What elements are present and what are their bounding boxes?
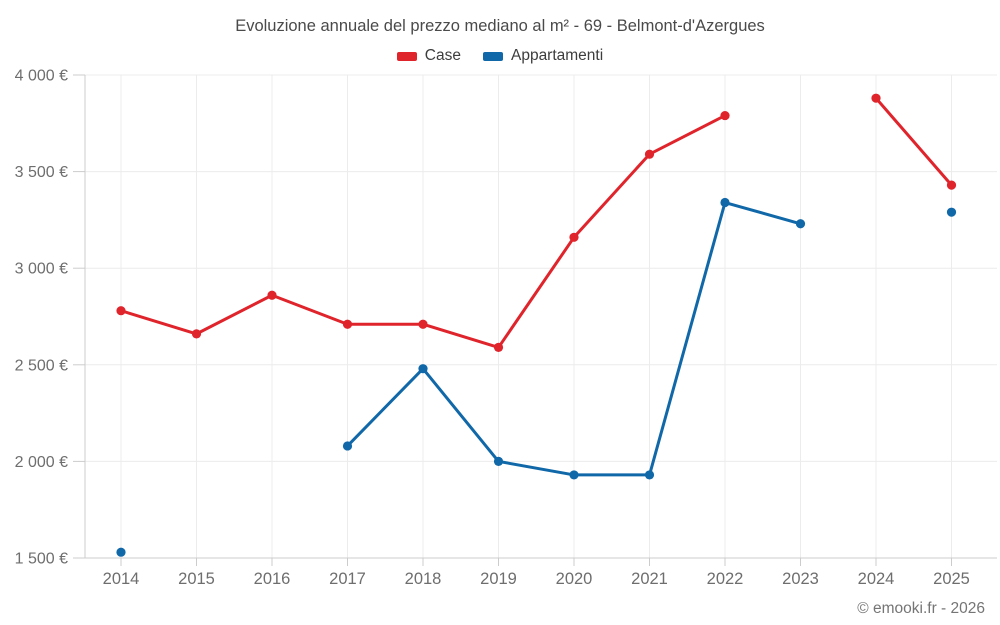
x-tick-label: 2025 xyxy=(933,570,970,588)
x-tick-label: 2015 xyxy=(178,570,215,588)
series-case xyxy=(116,93,957,353)
x-tick-label: 2024 xyxy=(858,570,895,588)
x-tick-label: 2020 xyxy=(556,570,593,588)
chart-legend: Case Appartamenti xyxy=(0,47,1000,65)
y-axis-labels: 1 500 € 2 000 € 2 500 € 3 000 € 3 500 € 4 000… xyxy=(15,68,68,568)
data-point-case-2016[interactable] xyxy=(267,290,277,300)
y-tick-label: 2 500 € xyxy=(15,357,68,374)
data-point-case-2022[interactable] xyxy=(720,110,730,121)
legend-swatch-case-icon xyxy=(396,51,417,61)
y-tick-label: 3 000 € xyxy=(15,261,68,278)
series-line-case xyxy=(874,96,953,187)
data-point-case-2017[interactable] xyxy=(342,319,353,329)
y-tick-label: 4 000 € xyxy=(15,68,68,85)
legend-item-appartamenti[interactable]: Appartamenti xyxy=(482,47,604,65)
data-point-case-2019[interactable] xyxy=(493,342,504,353)
data-point-appartamenti-2017[interactable] xyxy=(342,441,353,451)
data-point-appartamenti-2025[interactable] xyxy=(946,207,957,217)
data-point-case-2025[interactable] xyxy=(946,180,957,190)
data-point-case-2014[interactable] xyxy=(116,306,126,316)
data-point-appartamenti-2023[interactable] xyxy=(795,219,806,229)
gridlines xyxy=(85,74,997,559)
x-tick-label: 2022 xyxy=(707,570,744,588)
axes xyxy=(73,74,997,566)
y-tick-label: 3 500 € xyxy=(15,164,68,181)
legend-item-case[interactable]: Case xyxy=(396,47,461,65)
x-tick-label: 2014 xyxy=(103,570,140,588)
data-point-appartamenti-2014[interactable] xyxy=(116,547,126,557)
data-point-case-2015[interactable] xyxy=(191,329,202,339)
x-tick-label: 2017 xyxy=(329,570,366,588)
x-tick-label: 2023 xyxy=(782,570,819,588)
data-point-case-2020[interactable] xyxy=(569,232,579,242)
data-point-appartamenti-2022[interactable] xyxy=(720,197,730,208)
data-point-case-2018[interactable] xyxy=(418,319,428,329)
x-tick-label: 2018 xyxy=(405,570,442,588)
x-tick-label: 2019 xyxy=(480,570,517,588)
x-tick-label: 2016 xyxy=(254,570,291,588)
data-point-appartamenti-2021[interactable] xyxy=(644,470,655,480)
legend-swatch-appartamenti-icon xyxy=(482,51,503,61)
chart-footer-credit: © emooki.fr - 2026 xyxy=(857,600,985,617)
legend-label-appartamenti: Appartamenti xyxy=(510,47,604,64)
data-point-case-2021[interactable] xyxy=(644,149,655,159)
data-point-case-2024[interactable] xyxy=(871,93,881,103)
data-point-appartamenti-2019[interactable] xyxy=(493,456,504,466)
y-tick-label: 1 500 € xyxy=(15,551,68,568)
series-appartamenti xyxy=(116,197,957,557)
chart-title: Evoluzione annuale del prezzo mediano al… xyxy=(235,17,765,35)
x-axis-labels: 2014 2015 2016 2017 2018 2019 2020 2021 2022 2023… xyxy=(103,570,970,588)
x-tick-label: 2021 xyxy=(631,570,668,588)
data-point-appartamenti-2018[interactable] xyxy=(418,364,428,374)
data-point-appartamenti-2020[interactable] xyxy=(569,470,579,480)
legend-label-case: Case xyxy=(424,47,461,64)
y-tick-label: 2 000 € xyxy=(15,454,68,471)
